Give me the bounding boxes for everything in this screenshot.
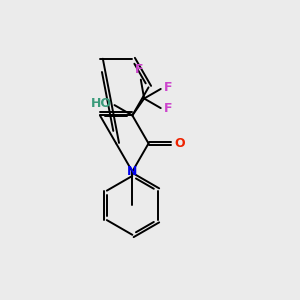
Text: O: O bbox=[174, 137, 185, 150]
Text: N: N bbox=[127, 165, 137, 178]
Text: HO: HO bbox=[91, 97, 112, 110]
Text: F: F bbox=[164, 102, 173, 115]
Text: F: F bbox=[164, 81, 173, 94]
Text: F: F bbox=[135, 63, 144, 76]
